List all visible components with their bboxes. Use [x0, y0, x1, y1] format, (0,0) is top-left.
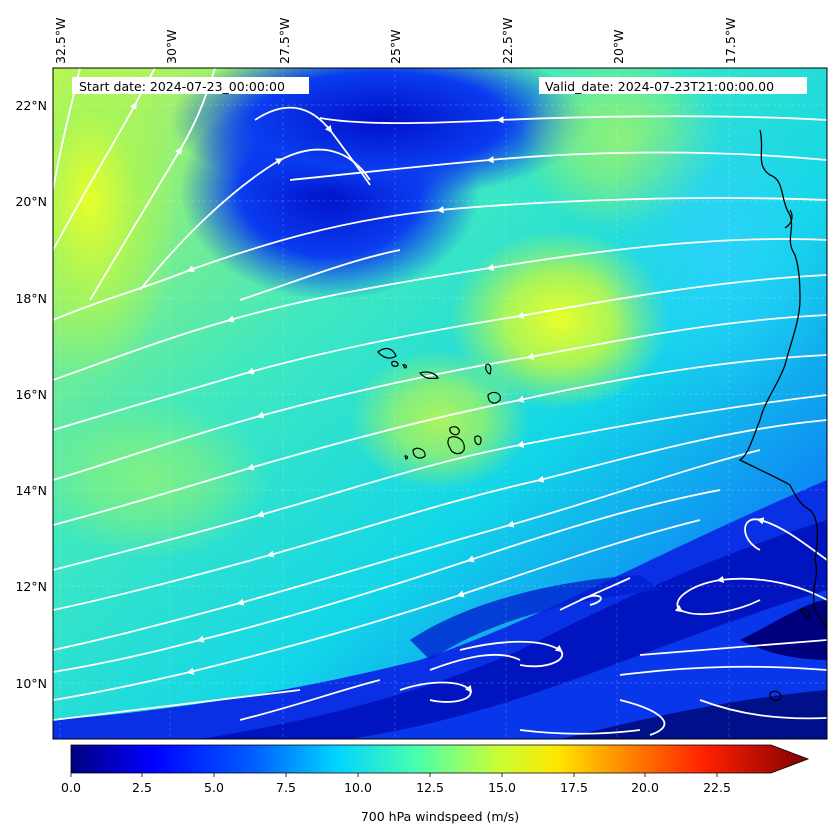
coastline — [738, 129, 827, 631]
windspeed-field — [53, 68, 827, 739]
colorbar-label: 700 hPa windspeed (m/s) — [361, 809, 519, 824]
lat-label: 10°N — [15, 676, 47, 691]
lat-label: 22°N — [15, 98, 47, 113]
lon-label: 30°W — [164, 29, 179, 64]
streamlines — [53, 68, 827, 736]
colorbar-tick: 2.5 — [132, 780, 152, 795]
lon-label: 25°W — [388, 29, 403, 64]
islands — [377, 347, 810, 702]
colorbar-bar — [70, 744, 810, 774]
colorbar-tick: 20.0 — [631, 780, 659, 795]
lat-label: 12°N — [15, 579, 47, 594]
colorbar-tick: 12.5 — [416, 780, 444, 795]
lat-label: 16°N — [15, 387, 47, 402]
start-date-box — [72, 77, 309, 94]
lon-label: 17.5°W — [723, 18, 738, 64]
valid-date-label: Valid_date: 2024-07-23T21:00:00.00 — [545, 79, 774, 94]
lon-label: 20°W — [611, 29, 626, 64]
lon-label: 32.5°W — [53, 18, 68, 64]
lon-label: 22.5°W — [500, 18, 515, 64]
latitude-labels: 22°N 20°N 18°N 16°N 14°N 12°N 10°N — [15, 98, 47, 691]
colorbar-tick: 22.5 — [703, 780, 731, 795]
longitude-labels: 32.5°W 30°W 27.5°W 25°W 22.5°W 20°W 17.5… — [53, 18, 738, 64]
start-date-label: Start date: 2024-07-23_00:00:00 — [79, 79, 285, 94]
colorbar-tick: 5.0 — [204, 780, 224, 795]
colorbar-tick: 17.5 — [560, 780, 588, 795]
lat-label: 18°N — [15, 291, 47, 306]
colorbar: 0.0 2.5 5.0 7.5 10.0 12.5 15.0 17.5 20.0… — [61, 744, 810, 824]
colorbar-tick: 0.0 — [61, 780, 81, 795]
lat-label: 20°N — [15, 194, 47, 209]
lon-label: 27.5°W — [277, 18, 292, 64]
colorbar-tick: 10.0 — [344, 780, 372, 795]
lat-label: 14°N — [15, 483, 47, 498]
colorbar-tick: 15.0 — [488, 780, 516, 795]
valid-date-box — [539, 77, 807, 94]
map-frame — [52, 67, 828, 740]
colorbar-tick: 7.5 — [276, 780, 296, 795]
